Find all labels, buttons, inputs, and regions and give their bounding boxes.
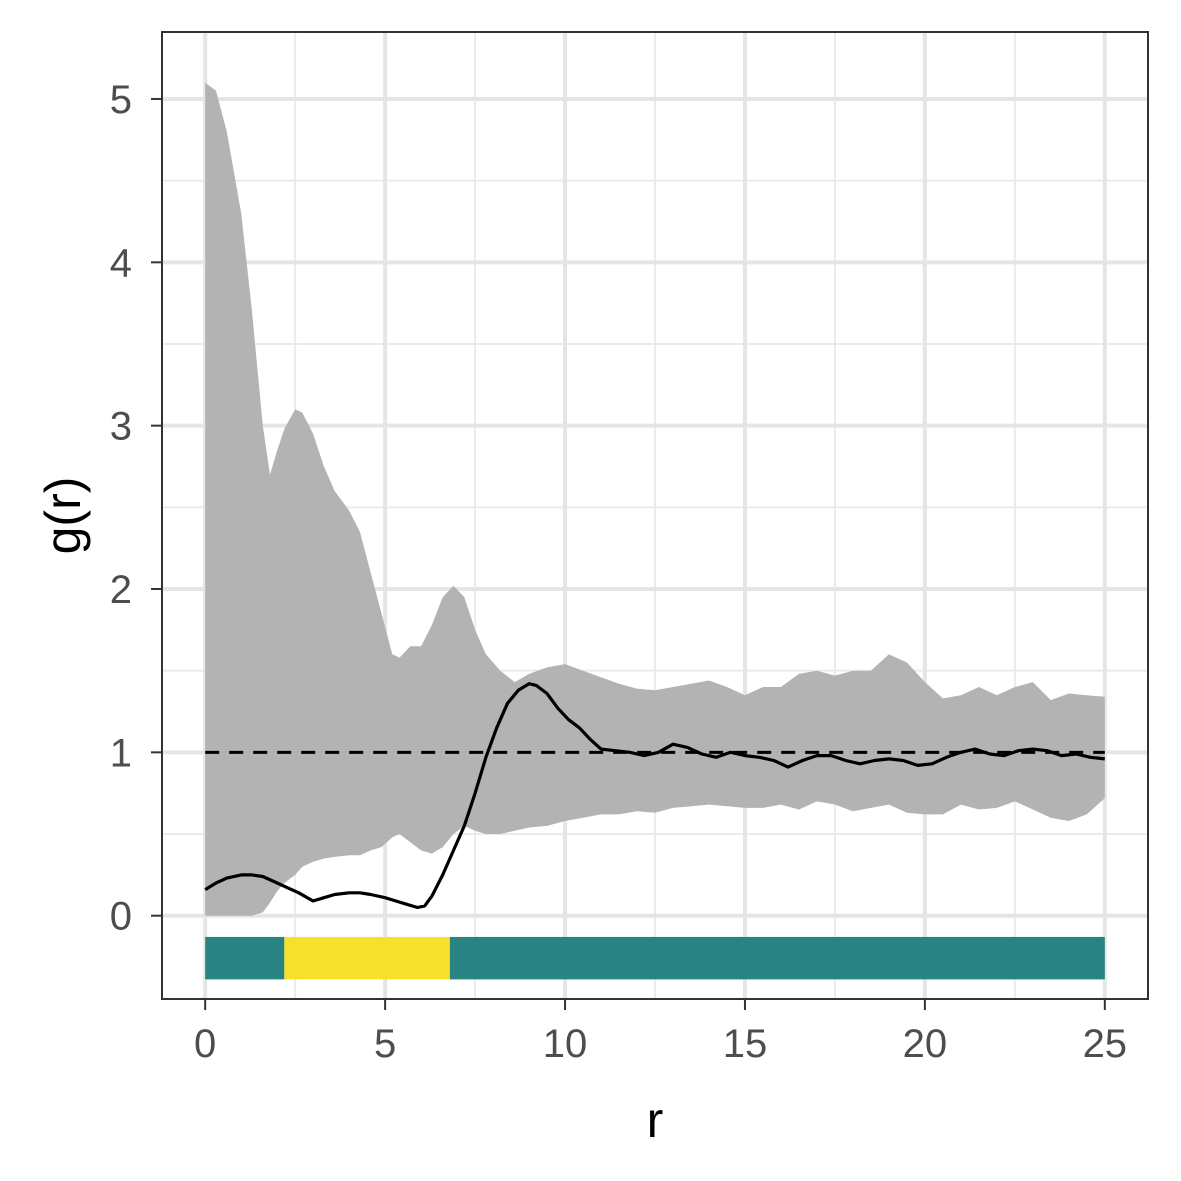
x-tick-label: 0 — [194, 1022, 216, 1066]
y-axis: 0 1 2 3 4 5 — [110, 78, 162, 939]
x-axis-title: r — [647, 1092, 664, 1148]
y-tick-label: 4 — [110, 241, 132, 285]
y-tick-label: 5 — [110, 78, 132, 122]
strip-segment-1 — [284, 936, 450, 980]
y-tick-label: 1 — [110, 731, 132, 775]
x-axis: 0 5 10 15 20 25 — [194, 999, 1127, 1066]
series-layer — [204, 682, 1105, 910]
color-strip — [205, 936, 1105, 980]
y-tick-label: 3 — [110, 405, 132, 449]
x-tick-label: 15 — [723, 1022, 768, 1066]
y-axis-title: g(r) — [35, 477, 91, 555]
panel-border — [161, 31, 1149, 1000]
strip-segment-0 — [205, 936, 285, 980]
series-line-0 — [204, 682, 1105, 910]
envelope-band — [205, 82, 1105, 916]
y-tick-label: 2 — [110, 568, 132, 612]
x-tick-label: 5 — [374, 1022, 396, 1066]
strip-segment-2 — [449, 936, 1105, 980]
x-tick-label: 25 — [1083, 1022, 1128, 1066]
x-tick-label: 20 — [903, 1022, 948, 1066]
x-tick-label: 10 — [543, 1022, 588, 1066]
y-tick-label: 0 — [110, 895, 132, 939]
envelope-layer — [205, 82, 1105, 916]
